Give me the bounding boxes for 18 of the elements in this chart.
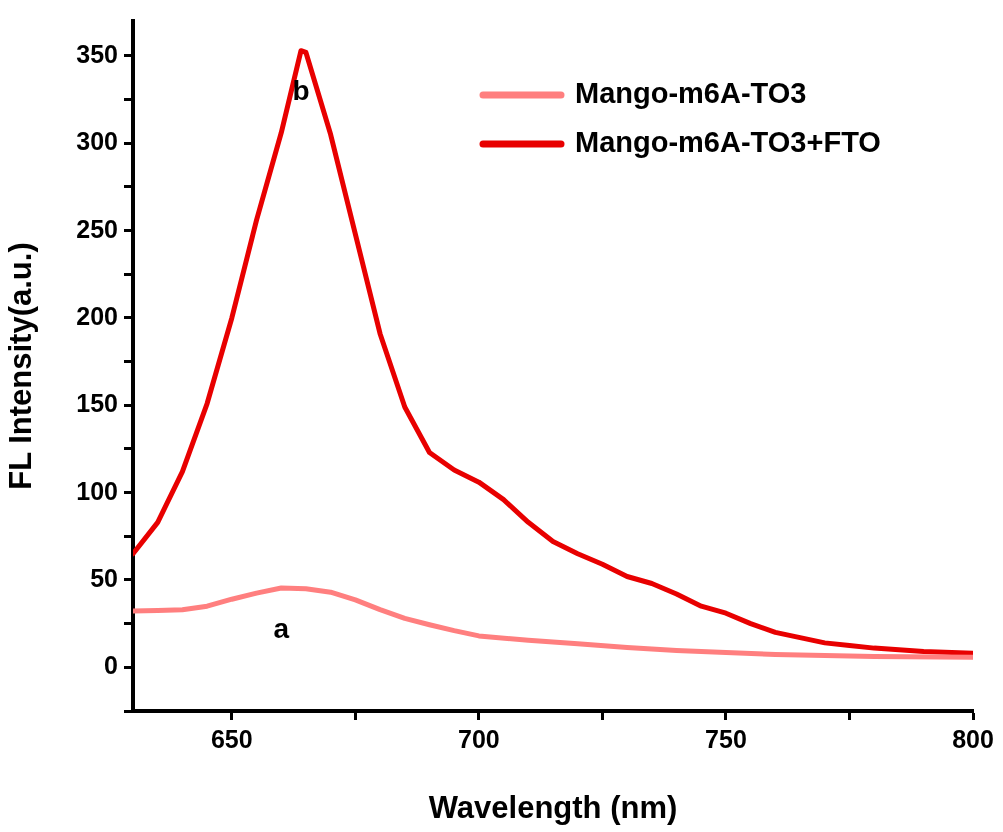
- legend-label: Mango-m6A-TO3: [575, 77, 807, 109]
- legend-label: Mango-m6A-TO3+FTO: [575, 126, 881, 158]
- y-tick-label: 350: [76, 39, 118, 68]
- annotation: b: [292, 75, 310, 107]
- x-tick-label: 750: [705, 724, 747, 753]
- x-tick-label: 650: [210, 724, 253, 753]
- x-axis-title: Wavelength (nm): [428, 789, 678, 825]
- y-tick-label: 300: [76, 127, 118, 156]
- y-tick-label: 50: [90, 563, 118, 592]
- x-tick-label: 800: [952, 724, 994, 753]
- y-tick-label: 250: [76, 214, 118, 243]
- y-tick-label: 100: [76, 476, 118, 505]
- y-tick-label: 200: [76, 301, 118, 330]
- y-tick-label: 150: [76, 389, 118, 418]
- y-tick-label: 0: [104, 651, 118, 680]
- y-axis-title: FL Intensity(a.u.): [3, 242, 39, 490]
- x-tick-label: 700: [458, 724, 500, 753]
- annotation: a: [273, 612, 290, 644]
